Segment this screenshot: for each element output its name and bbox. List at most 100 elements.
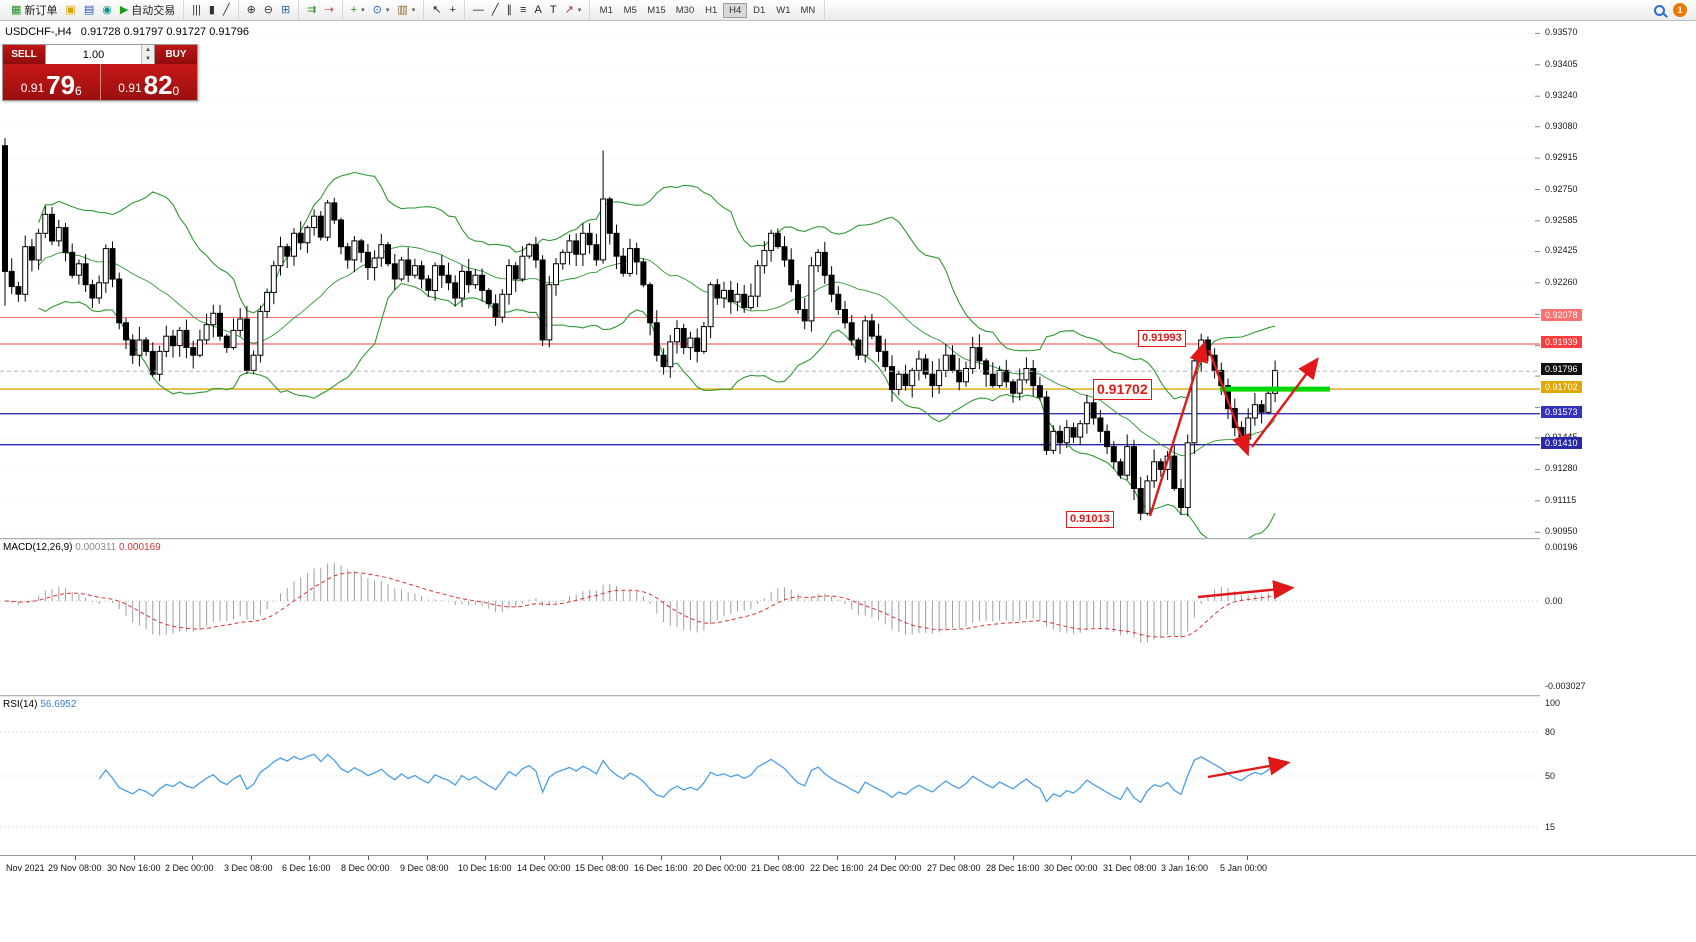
time-axis-label: 15 Dec 08:00	[575, 863, 629, 873]
toolbar-icon: ▤	[83, 3, 95, 16]
sell-price-sup: 6	[75, 84, 82, 98]
annotation-high-price[interactable]: 0.91993	[1138, 330, 1186, 347]
new-order-button[interactable]: ▦ 新订单	[7, 2, 61, 19]
timeframe-button[interactable]: H4	[723, 2, 748, 18]
macd-histogram	[11, 562, 1276, 643]
toolbar-icon: —	[472, 3, 484, 16]
periods-button[interactable]: ⊙ ▾	[369, 2, 394, 19]
toolbar-icon: ⊞	[281, 3, 291, 16]
annotation-mid-price[interactable]: 0.91702	[1093, 379, 1152, 400]
trend-annotations[interactable]	[1148, 340, 1330, 517]
tile-windows-button[interactable]: ⊞	[277, 2, 294, 19]
time-axis-tick	[661, 856, 662, 860]
toolbar-icon: ⊖	[263, 3, 273, 16]
one-click-trade-panel: SELL ▲ ▼ BUY 0.91 79 6 0.91 82 0	[2, 44, 198, 101]
price-axis-badge: 0.91939	[1541, 336, 1582, 348]
price-axis-label: 0.91115	[1545, 495, 1577, 505]
auto-trading-button[interactable]: ▶ 自动交易	[116, 2, 179, 19]
buy-chip[interactable]: BUY	[155, 45, 197, 64]
toolbar-icon: T	[549, 3, 557, 16]
volume-down-button[interactable]: ▼	[142, 54, 154, 64]
buy-price-sup: 0	[172, 84, 180, 98]
timeframe-button[interactable]: M15	[642, 3, 670, 18]
rsi-arrow[interactable]	[1207, 756, 1291, 779]
toolbar-icon: ⊕	[246, 3, 256, 16]
timeframe-button[interactable]: H1	[699, 3, 723, 18]
time-axis-label: 6 Dec 16:00	[282, 863, 331, 873]
volume-spinner: ▲ ▼	[141, 45, 154, 64]
profiles-button[interactable]: ▣	[61, 2, 79, 19]
candlesticks	[2, 138, 1279, 521]
time-axis-tick	[895, 856, 896, 860]
panel-separator[interactable]	[0, 538, 1696, 540]
time-axis-label: 20 Dec 00:00	[693, 863, 747, 873]
time-axis-tick	[778, 856, 779, 860]
time-axis-label: 31 Dec 08:00	[1103, 863, 1157, 873]
toolbar-icon: A	[534, 3, 542, 16]
timeframe-button[interactable]: M30	[671, 3, 699, 18]
notification-badge[interactable]: 1	[1673, 3, 1687, 17]
templates-button[interactable]: ▥ ▾	[393, 2, 419, 19]
auto-scroll-button[interactable]: ⇉	[303, 2, 320, 19]
price-axis-label: 0.92425	[1545, 245, 1578, 255]
trend-line-button[interactable]: ╱	[488, 2, 503, 19]
timeframe-button[interactable]: MN	[796, 3, 821, 18]
toolbar-icon: ↗	[564, 3, 574, 16]
zoom-out-button[interactable]: ⊖	[260, 2, 277, 19]
macd-panel[interactable]	[0, 540, 1540, 695]
cursor-button[interactable]: ↖	[428, 2, 445, 19]
toolbar-group-cursor: ↖ +	[424, 0, 465, 20]
timeframe-button[interactable]: M1	[594, 3, 618, 18]
annotation-low-price[interactable]: 0.91013	[1066, 511, 1114, 528]
time-axis-tick	[837, 856, 838, 860]
fibonacci-button[interactable]: ≡	[516, 2, 530, 19]
toolbar-icon: ╱	[491, 3, 499, 16]
line-chart-button[interactable]: ╱	[219, 2, 234, 19]
zoom-in-button[interactable]: ⊕	[243, 2, 260, 19]
price-axis-badge: 0.91573	[1541, 406, 1582, 418]
bar-chart-button[interactable]: |||	[188, 2, 205, 19]
volume-up-button[interactable]: ▲	[142, 45, 154, 55]
text-label-button[interactable]: T	[546, 2, 561, 19]
macd-axis-label: 0.00	[1545, 596, 1563, 606]
chart-shift-button[interactable]: ⇢	[320, 2, 337, 19]
candlestick-chart-button[interactable]: ▮	[205, 2, 219, 19]
time-axis-tick	[544, 856, 545, 860]
timeframe-button[interactable]: W1	[771, 3, 795, 18]
volume-box: ▲ ▼	[45, 45, 155, 64]
time-axis-tick	[192, 856, 193, 860]
volume-input[interactable]	[46, 45, 141, 64]
timeframe-button[interactable]: D1	[747, 3, 771, 18]
buy-price-button[interactable]: 0.91 82 0	[99, 64, 197, 100]
channel-button[interactable]: ∥	[503, 2, 517, 19]
main-chart[interactable]	[0, 21, 1540, 538]
panel-separator[interactable]	[0, 695, 1696, 697]
sell-chip[interactable]: SELL	[3, 45, 45, 64]
timeframe-button[interactable]: M5	[618, 3, 642, 18]
sell-price-button[interactable]: 0.91 79 6	[3, 64, 100, 100]
crosshair-button[interactable]: +	[445, 2, 459, 19]
price-axis-badge: 0.91410	[1541, 437, 1582, 449]
time-axis-label: 3 Jan 16:00	[1161, 863, 1209, 873]
navigator-button[interactable]: ◉	[98, 2, 116, 19]
sell-price-small: 0.91	[20, 81, 45, 96]
toolbar-icon: ⇢	[324, 3, 334, 16]
price-axis-label: 0.90950	[1545, 526, 1578, 536]
text-button[interactable]: A	[530, 2, 545, 19]
price-axis[interactable]: 0.93570 0.93405 0.93240 0.93080 0.92915 0.927…	[1540, 21, 1696, 875]
time-axis[interactable]: Nov 2021 29 Nov 08:00 30 Nov 16:00 2 Dec 00…	[0, 855, 1696, 875]
search-icon[interactable]	[1654, 4, 1665, 16]
macd-arrow[interactable]	[1197, 580, 1295, 600]
time-axis-tick	[954, 856, 955, 860]
trade-panel-prices: 0.91 79 6 0.91 82 0	[3, 64, 197, 100]
macd-caption: MACD(12,26,9) 0.000311 0.000169	[3, 542, 161, 553]
toolbar-icon: |||	[192, 3, 201, 16]
data-window-button[interactable]: ▤	[80, 2, 98, 19]
indicators-button[interactable]: + ▾	[347, 2, 369, 19]
horizontal-line-button[interactable]: —	[469, 2, 488, 19]
time-axis-label: 22 Dec 16:00	[810, 863, 864, 873]
rsi-panel[interactable]	[0, 697, 1540, 855]
toolbar-icon: ▥	[397, 3, 408, 16]
arrows-button[interactable]: ↗ ▾	[561, 2, 586, 19]
